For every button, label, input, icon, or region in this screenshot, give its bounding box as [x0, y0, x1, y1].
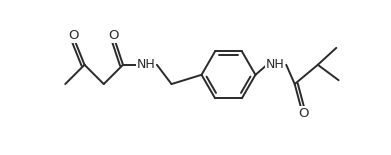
Text: O: O: [68, 29, 79, 42]
Text: O: O: [109, 29, 119, 42]
Text: O: O: [298, 107, 308, 120]
Text: NH: NH: [266, 58, 285, 71]
Text: NH: NH: [137, 58, 156, 71]
